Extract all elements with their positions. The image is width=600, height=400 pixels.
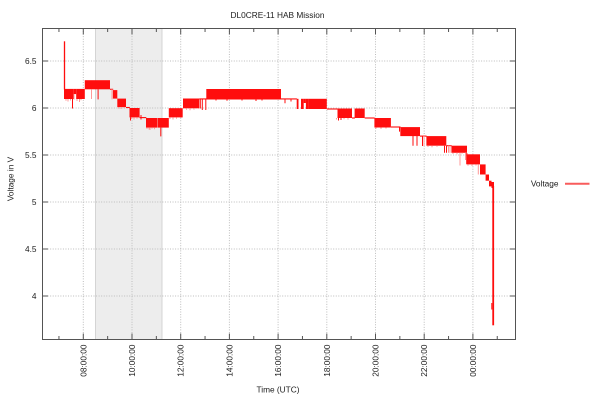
svg-text:Time (UTC): Time (UTC) [256, 385, 299, 395]
svg-text:Voltage: Voltage [531, 178, 559, 188]
svg-text:12:00:00: 12:00:00 [176, 344, 186, 377]
svg-text:4: 4 [32, 291, 37, 301]
svg-text:5: 5 [32, 197, 37, 207]
svg-text:22:00:00: 22:00:00 [419, 344, 429, 377]
svg-text:08:00:00: 08:00:00 [78, 344, 88, 377]
svg-text:6.5: 6.5 [25, 56, 37, 66]
svg-text:DL0CRE-11 HAB Mission: DL0CRE-11 HAB Mission [231, 10, 325, 20]
svg-text:16:00:00: 16:00:00 [273, 344, 283, 377]
svg-text:14:00:00: 14:00:00 [224, 344, 234, 377]
svg-text:6: 6 [32, 103, 37, 113]
svg-text:5.5: 5.5 [25, 150, 37, 160]
svg-text:Voltage in V: Voltage in V [6, 156, 16, 201]
svg-text:4.5: 4.5 [25, 244, 37, 254]
svg-text:20:00:00: 20:00:00 [371, 344, 381, 377]
svg-text:10:00:00: 10:00:00 [127, 344, 137, 377]
svg-text:00:00:00: 00:00:00 [468, 344, 478, 377]
svg-text:18:00:00: 18:00:00 [322, 344, 332, 377]
